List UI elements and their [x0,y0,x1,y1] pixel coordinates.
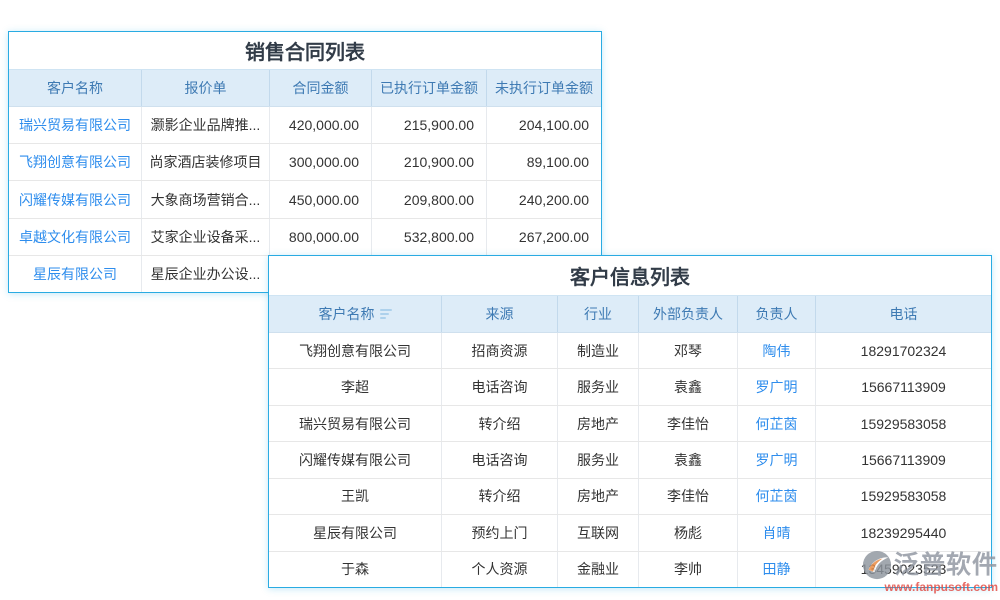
executed-cell: 209,800.00 [371,181,486,218]
sales-contract-title: 销售合同列表 [9,32,601,70]
industry-cell: 房地产 [557,405,638,442]
source-cell: 预约上门 [441,515,557,551]
column-header-owner: 负责人 [737,296,815,332]
customer-info-header-row: 客户名称 来源 行业 外部负责人 负责人 电话 [269,296,991,333]
customer-name-cell: 王凯 [341,488,369,505]
column-header-customer: 客户名称 [47,80,103,96]
fanpu-logo-icon [862,550,892,580]
phone-cell: 15929583058 [815,405,991,442]
executed-cell: 215,900.00 [371,107,486,144]
industry-cell: 金融业 [557,551,638,587]
amount-cell: 300,000.00 [269,144,371,181]
customer-name-cell: 飞翔创意有限公司 [299,342,411,359]
table-row: 王凯 转介绍 房地产 李佳怡 何芷茵 15929583058 [269,477,991,515]
column-header-customer-name[interactable]: 客户名称 [269,296,441,332]
quotation-cell: 星辰企业办公设... [141,255,269,293]
external-owner-cell: 杨彪 [638,515,737,551]
unexecuted-cell: 240,200.00 [486,181,601,218]
column-header-amount: 合同金额 [269,70,371,106]
watermark-url: www.fanpusoft.com [884,580,998,594]
watermark-brand-text: 泛普软件 [893,550,998,579]
owner-link[interactable]: 何芷茵 [737,405,815,442]
customer-name-cell: 李超 [341,379,369,396]
quotation-cell: 大象商场营销合... [141,181,269,218]
table-row: 瑞兴贸易有限公司 转介绍 房地产 李佳怡 何芷茵 15929583058 [269,404,991,442]
amount-cell: 420,000.00 [269,107,371,144]
owner-link[interactable]: 罗广明 [737,442,815,478]
customer-name-link[interactable]: 星辰有限公司 [33,265,117,282]
fanpu-watermark: 泛普软件 www.fanpusoft.com [862,550,998,593]
quotation-cell: 灏影企业品牌推... [141,107,269,144]
unexecuted-cell: 267,200.00 [486,218,601,255]
table-row: 李超 电话咨询 服务业 袁鑫 罗广明 15667113909 [269,368,991,405]
unexecuted-cell: 204,100.00 [486,107,601,144]
column-header-unexecuted: 未执行订单金额 [486,70,601,106]
table-row: 闪耀传媒有限公司 大象商场营销合... 450,000.00 209,800.0… [9,180,601,218]
customer-name-link[interactable]: 飞翔创意有限公司 [19,154,131,171]
industry-cell: 房地产 [557,478,638,515]
unexecuted-cell: 89,100.00 [486,144,601,181]
external-owner-cell: 李帅 [638,551,737,587]
source-cell: 电话咨询 [441,369,557,405]
external-owner-cell: 邓琴 [638,333,737,369]
source-cell: 转介绍 [441,478,557,515]
table-row: 瑞兴贸易有限公司 灏影企业品牌推... 420,000.00 215,900.0… [9,107,601,144]
phone-cell: 15667113909 [815,442,991,478]
customer-name-cell: 闪耀传媒有限公司 [299,451,411,468]
sort-icon[interactable] [379,309,392,319]
industry-cell: 制造业 [557,333,638,369]
source-cell: 招商资源 [441,333,557,369]
external-owner-cell: 李佳怡 [638,405,737,442]
table-row: 星辰有限公司 预约上门 互联网 杨彪 肖晴 18239295440 [269,514,991,551]
sales-contract-header-row: 客户名称 报价单 合同金额 已执行订单金额 未执行订单金额 [9,70,601,107]
customer-name-cell: 星辰有限公司 [313,524,397,541]
column-header-external-owner: 外部负责人 [638,296,737,332]
owner-link[interactable]: 陶伟 [737,333,815,369]
external-owner-cell: 袁鑫 [638,369,737,405]
customer-name-cell: 于森 [341,561,369,578]
quotation-cell: 尚家酒店装修项目 [141,144,269,181]
external-owner-cell: 袁鑫 [638,442,737,478]
customer-name-cell: 瑞兴贸易有限公司 [299,415,411,432]
executed-cell: 210,900.00 [371,144,486,181]
external-owner-cell: 李佳怡 [638,478,737,515]
column-header-industry: 行业 [557,296,638,332]
table-row: 飞翔创意有限公司 招商资源 制造业 邓琴 陶伟 18291702324 [269,333,991,369]
source-cell: 转介绍 [441,405,557,442]
phone-cell: 15929583058 [815,478,991,515]
source-cell: 电话咨询 [441,442,557,478]
executed-cell: 532,800.00 [371,218,486,255]
customer-name-link[interactable]: 瑞兴贸易有限公司 [19,117,131,134]
table-row: 飞翔创意有限公司 尚家酒店装修项目 300,000.00 210,900.00 … [9,143,601,181]
owner-link[interactable]: 田静 [737,551,815,587]
phone-cell: 18291702324 [815,333,991,369]
industry-cell: 服务业 [557,369,638,405]
quotation-cell: 艾家企业设备采... [141,218,269,255]
column-header-phone: 电话 [815,296,991,332]
industry-cell: 互联网 [557,515,638,551]
customer-info-title: 客户信息列表 [269,256,991,296]
owner-link[interactable]: 肖晴 [737,515,815,551]
column-header-quotation: 报价单 [141,70,269,106]
sales-contract-table: 销售合同列表 客户名称 报价单 合同金额 已执行订单金额 未执行订单金额 瑞兴贸… [8,31,602,293]
column-header-source: 来源 [441,296,557,332]
customer-name-link[interactable]: 卓越文化有限公司 [19,228,131,245]
column-header-label: 客户名称 [318,306,375,322]
owner-link[interactable]: 罗广明 [737,369,815,405]
table-row: 闪耀传媒有限公司 电话咨询 服务业 袁鑫 罗广明 15667113909 [269,441,991,478]
owner-link[interactable]: 何芷茵 [737,478,815,515]
industry-cell: 服务业 [557,442,638,478]
phone-cell: 18239295440 [815,515,991,551]
amount-cell: 800,000.00 [269,218,371,255]
phone-cell: 15667113909 [815,369,991,405]
customer-info-table: 客户信息列表 客户名称 来源 行业 外部负责人 负责人 电话 飞翔创意有限公司 … [268,255,992,588]
customer-name-link[interactable]: 闪耀传媒有限公司 [19,191,131,208]
amount-cell: 450,000.00 [269,181,371,218]
table-row: 卓越文化有限公司 艾家企业设备采... 800,000.00 532,800.0… [9,217,601,255]
column-header-executed: 已执行订单金额 [371,70,486,106]
source-cell: 个人资源 [441,551,557,587]
